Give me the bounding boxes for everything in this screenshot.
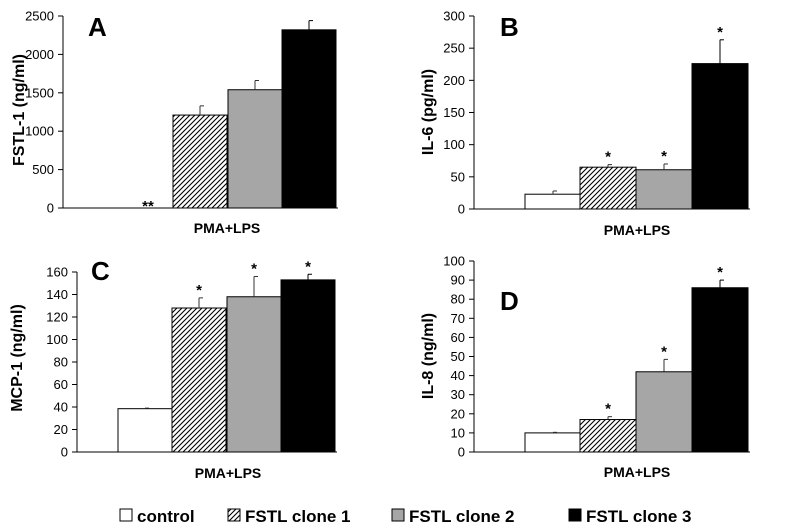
panel-c-y-tick-label: 0 [61, 445, 68, 460]
panel-d-y-tick-label: 10 [451, 425, 465, 440]
panel-d-sig-clone-3: * [717, 264, 723, 281]
panel-c-y-tick-label: 20 [54, 422, 68, 437]
panel-c-y-tick-label: 160 [46, 265, 68, 280]
panel-d-y-tick-label: 40 [451, 368, 465, 383]
panel-b: 0 50 100 150 200 250 300 * * * B IL-6 (pg/ml) PMA… [420, 9, 750, 238]
panel-a-xlabel: PMA+LPS [194, 220, 261, 236]
panel-a-y-tick-label: 2000 [25, 47, 54, 62]
panel-b-y-tick-label: 50 [451, 169, 465, 184]
panel-c: 0 20 40 60 80 100 120 140 160 * * * C MCP-1 (ng/ml)… [9, 256, 337, 481]
panel-b-plot: 0 50 100 150 200 250 300 * * * [443, 9, 750, 217]
panel-b-sig-clone-1: * [605, 149, 611, 166]
panel-d-xlabel: PMA+LPS [604, 464, 671, 480]
panel-b-y-tick-label: 150 [443, 105, 465, 120]
panel-b-y-tick-label: 300 [443, 9, 465, 24]
panel-a-y-tick-label: 500 [32, 162, 54, 177]
panel-d-plot: 0 10 20 30 40 50 60 70 80 90 100 * * * [443, 254, 750, 460]
panel-d-y-tick-label: 30 [451, 387, 465, 402]
panel-d-y-tick-label: 0 [458, 445, 465, 460]
panel-c-sig-clone-1: * [196, 282, 202, 299]
legend: control FSTL clone 1 FSTL clone 2 FSTL c… [119, 507, 692, 526]
panel-b-y-tick-label: 0 [458, 202, 465, 217]
panel-a-sig-control: ** [142, 198, 154, 215]
legend-swatch-clone-1 [227, 508, 241, 522]
panel-c-ylabel: MCP-1 (ng/ml) [9, 304, 26, 412]
panel-d-bar-clone-2 [635, 371, 693, 453]
panel-b-ylabel: IL-6 (pg/ml) [420, 69, 437, 155]
panel-a-y-tick-label: 2500 [25, 9, 54, 24]
panel-d-bar-control [524, 432, 582, 453]
panel-b-xlabel: PMA+LPS [604, 222, 671, 238]
panel-b-letter: B [500, 12, 519, 42]
panel-c-bar-clone-2 [226, 296, 282, 453]
panel-b-bar-clone-2 [635, 169, 693, 210]
panel-c-bar-control [117, 408, 173, 453]
panel-d-sig-clone-1: * [605, 401, 611, 418]
panel-c-bar-clone-1 [171, 307, 227, 453]
panel-c-plot: 0 20 40 60 80 100 120 140 160 * * * [46, 258, 337, 460]
panel-a-bar-clone-2 [227, 89, 283, 209]
panel-b-y-tick-label: 100 [443, 137, 465, 152]
panel-d-y-tick-label: 70 [451, 311, 465, 326]
panel-d-y-tick-label: 20 [451, 406, 465, 421]
legend-label-clone-2: FSTL clone 2 [409, 507, 515, 526]
panel-b-bar-control [524, 193, 582, 210]
panel-a-y-tick-label: 1000 [25, 124, 54, 139]
panel-a-bar-clone-1 [172, 114, 228, 209]
panel-d: 0 10 20 30 40 50 60 70 80 90 100 * * * D IL-8 (ng/ml)… [420, 254, 750, 480]
panel-b-y-tick-label: 200 [443, 73, 465, 88]
legend-swatch-control [119, 508, 133, 522]
panel-b-bar-clone-1 [579, 166, 637, 210]
panel-d-y-tick-label: 90 [451, 273, 465, 288]
legend-swatch-clone-3 [568, 508, 582, 522]
panel-b-sig-clone-2: * [661, 148, 667, 165]
panel-d-ylabel: IL-8 (ng/ml) [420, 313, 437, 399]
legend-label-clone-1: FSTL clone 1 [245, 507, 351, 526]
panel-a-ylabel: FSTL-1 (ng/ml) [11, 54, 28, 166]
panel-d-y-tick-label: 80 [451, 292, 465, 307]
panel-d-y-tick-label: 50 [451, 349, 465, 364]
panel-c-y-tick-label: 100 [46, 332, 68, 347]
panel-d-bar-clone-1 [579, 419, 637, 453]
panel-d-letter: D [500, 286, 519, 316]
panel-c-y-tick-label: 60 [54, 377, 68, 392]
panel-a-plot: 0 500 1000 1500 2000 2500 ** [25, 9, 338, 216]
panel-a-y-tick-label: 0 [47, 201, 54, 216]
panel-b-y-tick-label: 250 [443, 41, 465, 56]
panel-d-y-tick-label: 60 [451, 330, 465, 345]
panel-a-y-tick-label: 1500 [25, 85, 54, 100]
panel-a-bar-clone-3 [281, 29, 337, 209]
panel-a-letter: A [88, 12, 107, 42]
panel-c-letter: C [91, 256, 110, 286]
legend-label-control: control [137, 507, 195, 526]
panel-d-y-tick-label: 100 [443, 254, 465, 269]
panel-c-y-tick-label: 80 [54, 355, 68, 370]
panel-c-xlabel: PMA+LPS [195, 465, 262, 481]
legend-label-clone-3: FSTL clone 3 [586, 507, 692, 526]
panel-b-sig-clone-3: * [717, 24, 723, 41]
panel-c-sig-clone-3: * [305, 258, 311, 275]
panel-d-sig-clone-2: * [661, 343, 667, 360]
panel-d-bar-clone-3 [691, 287, 749, 453]
legend-swatch-clone-2 [391, 508, 405, 522]
panel-c-bar-clone-3 [280, 279, 336, 453]
panel-c-y-tick-label: 140 [46, 287, 68, 302]
panel-c-y-tick-label: 40 [54, 400, 68, 415]
panel-c-sig-clone-2: * [251, 261, 257, 278]
panel-b-bar-clone-3 [691, 63, 749, 210]
panel-c-y-tick-label: 120 [46, 310, 68, 325]
